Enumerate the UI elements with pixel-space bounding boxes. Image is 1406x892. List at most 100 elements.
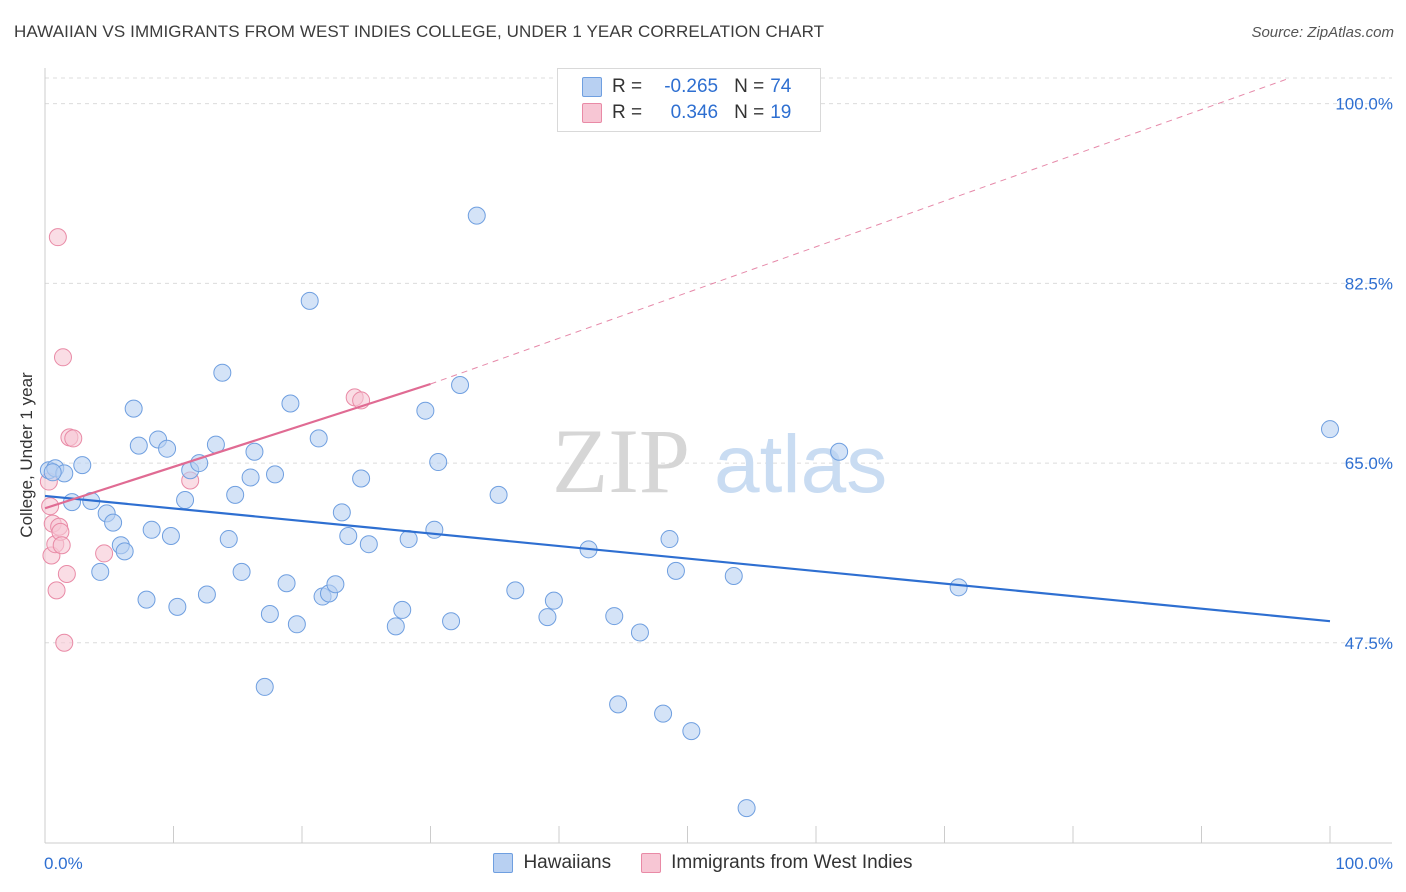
hawaiians-point — [300, 291, 319, 310]
stats-row-hawaiians: R = -0.265 N = 74 — [582, 75, 791, 99]
gridlines — [45, 77, 1392, 644]
hawaiians-point — [724, 567, 743, 586]
hawaiians-point — [137, 590, 156, 609]
hawaiians-point — [43, 463, 62, 482]
y-tick-label: 65.0% — [1345, 454, 1393, 473]
hawaiians-point — [73, 456, 92, 475]
hawaiians-point — [332, 503, 351, 522]
hawaiians-point — [544, 591, 563, 610]
hawaiians-point — [1321, 420, 1339, 439]
hawaiians-point — [359, 535, 378, 554]
hawaiians-point — [682, 722, 701, 741]
west-indies-legend-label: Immigrants from West Indies — [671, 852, 913, 873]
hawaiians-point — [489, 485, 508, 504]
hawaiians-legend-swatch — [493, 853, 514, 873]
west-indies-trend-extension — [430, 77, 1291, 385]
hawaiians-point — [260, 605, 279, 624]
hawaiians-point — [429, 453, 448, 472]
y-tick-label: 100.0% — [1335, 95, 1393, 114]
r-label: R = — [612, 102, 643, 123]
hawaiians-point — [654, 704, 673, 723]
trend-lines — [44, 77, 1331, 623]
hawaiians-point — [630, 623, 649, 642]
west-indies-legend-swatch — [641, 853, 662, 873]
hawaiians-point — [309, 429, 328, 448]
west-indies-r-value: 0.346 — [670, 102, 719, 123]
hawaiians-point — [425, 520, 444, 539]
r-label: R = — [612, 76, 643, 97]
hawaiians-point — [506, 581, 525, 600]
x-tick-label-min: 0.0% — [44, 854, 83, 873]
hawaiians-point — [197, 585, 216, 604]
hawaiians-point — [609, 695, 628, 714]
stats-row-west-indies: R = 0.346 N = 19 — [582, 101, 791, 125]
hawaiians-point — [666, 561, 685, 580]
watermark-atlas: atlas — [714, 419, 887, 510]
hawaiians-point — [91, 562, 110, 581]
hawaiians-point — [538, 608, 557, 627]
hawaiians-point — [287, 615, 306, 634]
west-indies-point — [57, 564, 76, 583]
x-tick-labels: 0.0% 100.0% — [44, 854, 1393, 873]
hawaiians-point — [168, 597, 187, 616]
hawaiians-point — [176, 491, 195, 510]
hawaiians-point — [142, 520, 161, 539]
hawaiians-point — [352, 469, 371, 488]
series-legend: Hawaiians Immigrants from West Indies — [0, 852, 1406, 874]
hawaiians-point — [326, 575, 345, 594]
hawaiians-swatch — [582, 77, 602, 97]
hawaiians-point — [255, 677, 274, 696]
hawaiians-point — [399, 530, 418, 549]
y-tick-label: 82.5% — [1345, 274, 1393, 293]
hawaiians-point — [949, 578, 968, 597]
hawaiians-point — [158, 439, 177, 458]
stats-legend: R = -0.265 N = 74 R = 0.346 N = 19 — [557, 68, 821, 132]
west-indies-swatch — [582, 103, 602, 123]
y-tick-labels: 47.5% 65.0% 82.5% 100.0% — [1335, 95, 1393, 653]
hawaiians-point — [830, 442, 849, 461]
west-indies-point — [55, 633, 74, 652]
west-indies-trend-line — [44, 382, 431, 510]
hawaiians-point — [226, 485, 245, 504]
hawaiians-point — [161, 526, 180, 545]
west-indies-n-value: 19 — [770, 102, 792, 123]
hawaiians-legend-label: Hawaiians — [523, 852, 612, 873]
chart-title: HAWAIIAN VS IMMIGRANTS FROM WEST INDIES … — [14, 22, 825, 41]
series-hawaiians-points — [39, 206, 1339, 818]
west-indies-point — [64, 429, 83, 448]
n-label: N = — [734, 102, 765, 123]
hawaiians-point — [451, 376, 470, 395]
hawaiians-point — [416, 401, 435, 420]
hawaiians-n-value: 74 — [770, 76, 792, 97]
hawaiians-point — [219, 530, 238, 549]
west-indies-point — [53, 348, 72, 367]
hawaiians-point — [104, 513, 123, 532]
source-note: Source: ZipAtlas.com — [1251, 24, 1394, 41]
hawaiians-point — [393, 600, 412, 619]
west-indies-point — [48, 228, 67, 247]
hawaiians-point — [386, 617, 405, 636]
hawaiians-point — [660, 530, 679, 549]
hawaiians-point — [281, 394, 300, 413]
hawaiians-point — [266, 465, 285, 484]
legend-item-west-indies[interactable]: Immigrants from West Indies — [641, 852, 913, 874]
west-indies-point — [95, 544, 114, 563]
hawaiians-point — [277, 574, 296, 593]
hawaiians-point — [442, 612, 461, 631]
hawaiians-point — [241, 468, 260, 487]
hawaiians-point — [245, 442, 264, 461]
hawaiians-point — [115, 542, 134, 561]
hawaiians-point — [213, 363, 232, 382]
west-indies-point — [47, 581, 66, 600]
hawaiians-point — [467, 206, 486, 225]
legend-item-hawaiians[interactable]: Hawaiians — [493, 852, 611, 874]
axes — [44, 68, 1392, 844]
hawaiians-point — [124, 399, 143, 418]
y-axis-label: College, Under 1 year — [17, 372, 36, 538]
hawaiians-point — [737, 799, 756, 818]
hawaiians-point — [232, 562, 251, 581]
hawaiians-point — [129, 436, 148, 455]
hawaiians-point — [339, 526, 358, 545]
watermark-zip: ZIP — [552, 410, 690, 512]
